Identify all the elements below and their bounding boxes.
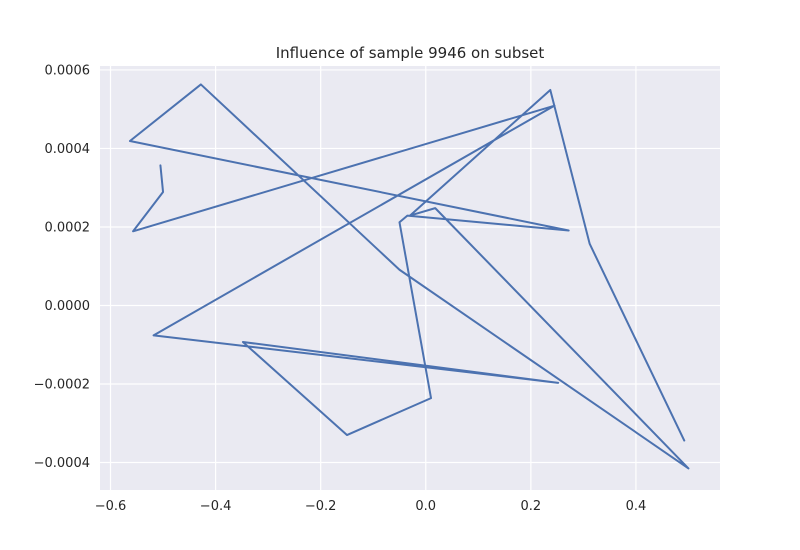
x-tick-label: −0.2 bbox=[305, 499, 337, 514]
y-tick-label: −0.0002 bbox=[34, 378, 90, 393]
x-tick-label: 0.0 bbox=[415, 499, 436, 514]
x-gridlines bbox=[109, 66, 637, 490]
x-tick-label: 0.4 bbox=[626, 499, 647, 514]
x-tick-labels: −0.6 −0.4 −0.2 0.0 0.2 0.4 bbox=[95, 499, 647, 514]
chart-title: Influence of sample 9946 on subset bbox=[276, 44, 545, 62]
y-tick-label: 0.0004 bbox=[45, 142, 91, 157]
y-tick-label: 0.0002 bbox=[45, 220, 91, 235]
y-tick-label: −0.0004 bbox=[34, 456, 90, 471]
y-tick-label: 0.0000 bbox=[45, 299, 91, 314]
y-tick-label: 0.0006 bbox=[45, 63, 91, 78]
series-line bbox=[128, 83, 690, 470]
y-tick-labels: −0.0004 −0.0002 0.0000 0.0002 0.0004 0.0006 bbox=[34, 63, 90, 471]
x-tick-label: −0.6 bbox=[95, 499, 127, 514]
x-tick-label: −0.4 bbox=[200, 499, 232, 514]
x-tick-label: 0.2 bbox=[521, 499, 542, 514]
